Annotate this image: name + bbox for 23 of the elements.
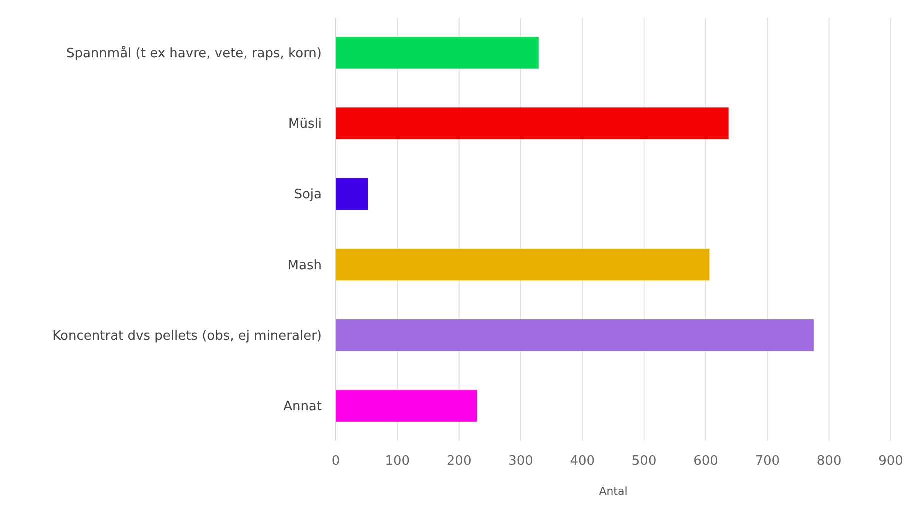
- bar: [336, 37, 539, 69]
- x-tick-label: 700: [755, 454, 780, 469]
- y-tick-label: Koncentrat dvs pellets (obs, ej mineraler): [52, 328, 322, 344]
- x-tick-label: 800: [816, 454, 842, 469]
- x-tick-label: 300: [508, 454, 534, 469]
- bar: [336, 108, 729, 140]
- bar: [336, 320, 814, 352]
- x-tick-label: 500: [632, 454, 657, 469]
- x-tick-label: 400: [570, 454, 596, 469]
- y-tick-label: Annat: [284, 400, 322, 415]
- x-tick-label: 100: [385, 454, 410, 469]
- x-tick-label: 600: [694, 454, 718, 469]
- x-axis-title: Antal: [599, 485, 628, 498]
- x-tick-label: 0: [332, 454, 340, 469]
- bar: [336, 390, 478, 422]
- y-tick-label: Soja: [294, 188, 322, 203]
- y-tick-label: Spannmål (t ex havre, vete, raps, korn): [66, 46, 322, 62]
- x-tick-label: 900: [878, 454, 904, 469]
- y-tick-label: Mash: [288, 258, 322, 274]
- bar: [336, 248, 710, 281]
- bar: [336, 178, 368, 210]
- y-tick-label: Müsli: [288, 117, 322, 132]
- x-tick-label: 200: [446, 454, 472, 469]
